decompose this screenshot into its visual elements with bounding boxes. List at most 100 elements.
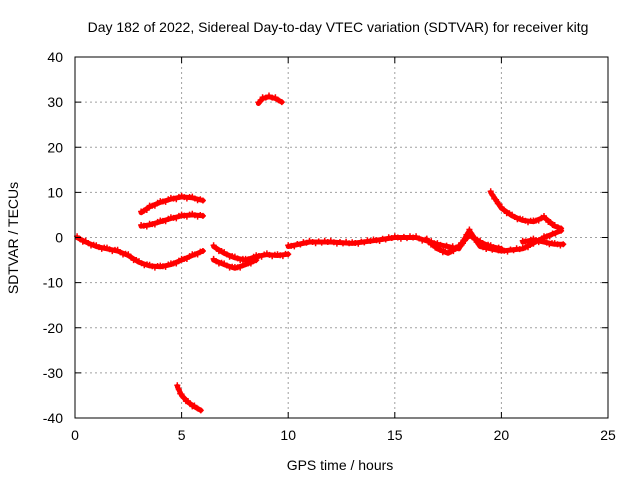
x-tick-label: 5 [178, 427, 186, 443]
data-point [546, 233, 553, 240]
x-tick-label: 20 [494, 427, 510, 443]
y-tick-label: 40 [47, 49, 63, 65]
y-axis-label: SDTVAR / TECUs [5, 182, 21, 294]
y-tick-label: -40 [43, 410, 63, 426]
data-point [180, 394, 187, 401]
y-tick-label: -30 [43, 365, 63, 381]
data-point [557, 242, 564, 249]
data-point [394, 234, 401, 241]
data-point [513, 245, 520, 252]
y-tick-label: -20 [43, 320, 63, 336]
y-tick-label: -10 [43, 275, 63, 291]
data-point [379, 235, 386, 242]
data-point [498, 204, 505, 210]
data-point [272, 94, 279, 101]
data-point [257, 98, 264, 104]
chart-title: Day 182 of 2022, Sidereal Day-to-day VTE… [88, 19, 589, 35]
series-arc-2 [138, 192, 206, 216]
data-point [138, 222, 145, 228]
data-point [266, 92, 272, 99]
series-arc-6 [210, 242, 292, 264]
data-point [199, 212, 206, 219]
data-point [450, 248, 457, 255]
data-point [367, 238, 374, 244]
data-point [501, 207, 508, 214]
series-arc-3 [138, 210, 206, 230]
x-tick-label: 0 [71, 427, 79, 443]
data-point [410, 234, 417, 241]
data-point [552, 230, 559, 237]
data-point [191, 402, 198, 409]
data-point [346, 240, 353, 247]
data-point [364, 237, 371, 244]
data-point [489, 192, 496, 198]
data-point [493, 196, 500, 203]
data-point [551, 222, 558, 228]
data-point [373, 237, 380, 244]
data-point [143, 223, 150, 230]
y-tick-label: 30 [47, 94, 63, 110]
data-point [560, 241, 567, 248]
series-arc-9 [423, 231, 505, 256]
data-point [178, 391, 185, 398]
data-point [352, 240, 359, 246]
y-tick-label: 20 [47, 139, 63, 155]
data-point [498, 245, 505, 252]
data-point [327, 237, 334, 244]
series-arc-1 [74, 233, 206, 271]
data-point [79, 238, 86, 245]
data-point [309, 239, 316, 245]
x-tick-label: 25 [600, 427, 616, 443]
data-point [464, 235, 471, 242]
data-point [306, 237, 313, 244]
axis-layer: 0 5 10 15 20 25 -40 -30 -20 -10 0 10 20 30 40 [43, 49, 616, 443]
data-point [262, 94, 269, 101]
data-point [199, 248, 206, 255]
data-point [554, 224, 561, 231]
data-point [324, 239, 331, 245]
data-point [253, 257, 260, 264]
series-arc-11 [519, 235, 567, 249]
series-arc-7 [210, 255, 260, 271]
data-point [285, 251, 292, 258]
data-point [175, 386, 182, 393]
data-point [361, 239, 368, 246]
y-tick-label: 0 [55, 230, 63, 246]
series-arc-4 [174, 382, 204, 414]
data-point [413, 233, 420, 240]
data-point [315, 238, 322, 245]
x-axis-label: GPS time / hours [287, 457, 394, 473]
data-point [194, 405, 201, 412]
data-point [197, 407, 204, 414]
data-point [358, 238, 365, 245]
data-point [199, 197, 206, 204]
data-point [333, 240, 340, 247]
data-point [507, 246, 514, 253]
data-point [275, 97, 282, 104]
data-point [385, 234, 392, 241]
y-tick-label: 10 [47, 184, 63, 200]
data-point [525, 244, 531, 251]
x-tick-label: 15 [387, 427, 403, 443]
data-point [554, 241, 561, 248]
data-point [407, 233, 413, 240]
data-point [487, 188, 494, 195]
data-point [174, 382, 181, 389]
data-point [460, 240, 466, 247]
data-point [340, 240, 346, 247]
data-point [558, 225, 565, 232]
data-point [400, 233, 407, 240]
data-point [278, 99, 285, 106]
data-point [143, 207, 150, 213]
data-point [312, 240, 319, 247]
series-layer [74, 92, 567, 414]
data-point [391, 233, 398, 240]
series-arc-10 [487, 188, 565, 232]
data-point [138, 208, 145, 215]
series-arc-5 [255, 92, 285, 106]
data-point [551, 240, 558, 247]
data-point [321, 237, 328, 244]
x-tick-label: 10 [280, 427, 296, 443]
data-point [349, 239, 356, 246]
